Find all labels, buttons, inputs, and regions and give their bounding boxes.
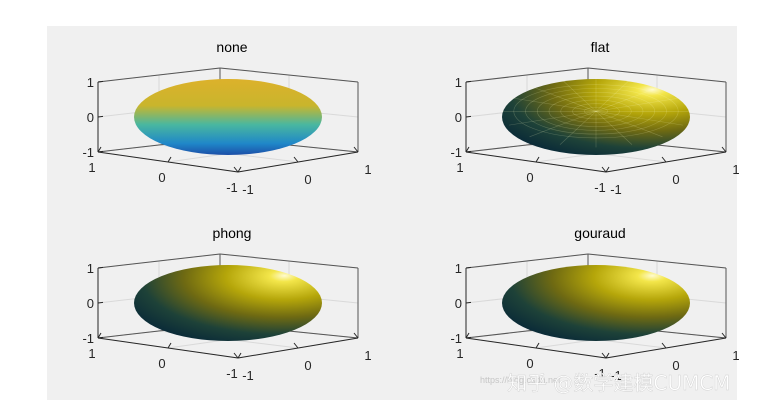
x-tick-label: 0: [672, 358, 679, 373]
y-tick: [605, 166, 610, 173]
z-tick-label: -1: [450, 145, 462, 160]
y-tick-label: 0: [526, 356, 533, 371]
y-tick-label: 0: [158, 356, 165, 371]
z-tick-label: 1: [455, 261, 462, 276]
z-tick-label: 1: [455, 75, 462, 90]
z-tick: [465, 80, 472, 83]
x-tick-label: -1: [242, 182, 254, 197]
subplot-title: none: [216, 39, 247, 55]
y-tick-label: -1: [594, 366, 606, 381]
z-tick: [465, 301, 472, 304]
subplot-title: phong: [213, 225, 252, 241]
y-tick: [167, 156, 172, 163]
ellipsoid-surface: [134, 265, 322, 341]
x-tick: [661, 342, 667, 349]
z-tick: [465, 115, 472, 118]
z-tick-label: 0: [87, 296, 94, 311]
z-tick-label: 0: [455, 110, 462, 125]
y-tick: [535, 342, 540, 349]
y-tick-label: 1: [88, 160, 95, 175]
y-tick-label: 0: [526, 170, 533, 185]
x-tick: [293, 342, 299, 349]
y-tick: [97, 146, 102, 153]
axis-box-edge: [97, 253, 221, 269]
z-tick-label: 0: [455, 296, 462, 311]
x-tick-label: 0: [672, 172, 679, 187]
z-tick-label: -1: [450, 331, 462, 346]
x-tick: [601, 166, 607, 173]
watermark-text: 知乎 @数学建模CUMCM: [507, 371, 730, 395]
z-tick: [97, 115, 104, 118]
x-tick: [233, 352, 239, 359]
axis-box-edge: [465, 253, 589, 269]
y-tick: [237, 166, 242, 173]
x-tick-label: -1: [610, 182, 622, 197]
x-tick-label: 1: [364, 162, 371, 177]
z-tick-label: 1: [87, 261, 94, 276]
x-tick-label: 0: [304, 172, 311, 187]
y-tick-label: -1: [594, 180, 606, 195]
z-tick-label: -1: [82, 331, 94, 346]
x-tick-label: 1: [364, 348, 371, 363]
x-tick: [721, 146, 727, 153]
y-tick-label: 1: [88, 346, 95, 361]
x-tick-label: 0: [304, 358, 311, 373]
y-tick: [535, 156, 540, 163]
ellipsoid-surface: [502, 79, 690, 155]
x-tick-label: 1: [732, 348, 739, 363]
x-tick-label: -1: [610, 368, 622, 383]
y-tick: [167, 342, 172, 349]
z-tick: [465, 336, 472, 339]
x-tick: [233, 166, 239, 173]
z-tick: [97, 80, 104, 83]
subplot-title: flat: [591, 39, 610, 55]
z-tick-label: -1: [82, 145, 94, 160]
flat-facets: [502, 75, 690, 148]
watermark-url: https://blog.csdn.net: [480, 375, 561, 385]
axis-box-edge: [219, 67, 359, 83]
y-tick-label: 1: [456, 346, 463, 361]
x-tick: [721, 332, 727, 339]
z-tick: [97, 336, 104, 339]
z-tick: [465, 150, 472, 153]
y-tick: [605, 352, 610, 359]
y-tick-label: -1: [226, 366, 238, 381]
z-tick: [97, 301, 104, 304]
x-tick-label: -1: [242, 368, 254, 383]
y-tick: [237, 352, 242, 359]
y-tick: [465, 332, 470, 339]
axis-box-edge: [587, 67, 727, 83]
axis-box-edge: [219, 253, 359, 269]
x-tick: [601, 352, 607, 359]
z-tick-label: 1: [87, 75, 94, 90]
ellipsoid-surface: [502, 265, 690, 341]
ellipsoid-surface: [134, 79, 322, 155]
y-tick: [465, 146, 470, 153]
x-tick: [353, 332, 359, 339]
subplot-title: gouraud: [574, 225, 625, 241]
axis-box-edge: [97, 67, 221, 83]
x-tick-label: 1: [732, 162, 739, 177]
y-tick: [97, 332, 102, 339]
z-tick: [465, 266, 472, 269]
axis-box-edge: [587, 253, 727, 269]
z-tick-label: 0: [87, 110, 94, 125]
y-tick-label: -1: [226, 180, 238, 195]
axis-box-edge: [465, 67, 589, 83]
x-tick: [661, 156, 667, 163]
z-tick: [97, 266, 104, 269]
x-tick: [293, 156, 299, 163]
y-tick-label: 0: [158, 170, 165, 185]
x-tick: [353, 146, 359, 153]
y-tick-label: 1: [456, 160, 463, 175]
z-tick: [97, 150, 104, 153]
